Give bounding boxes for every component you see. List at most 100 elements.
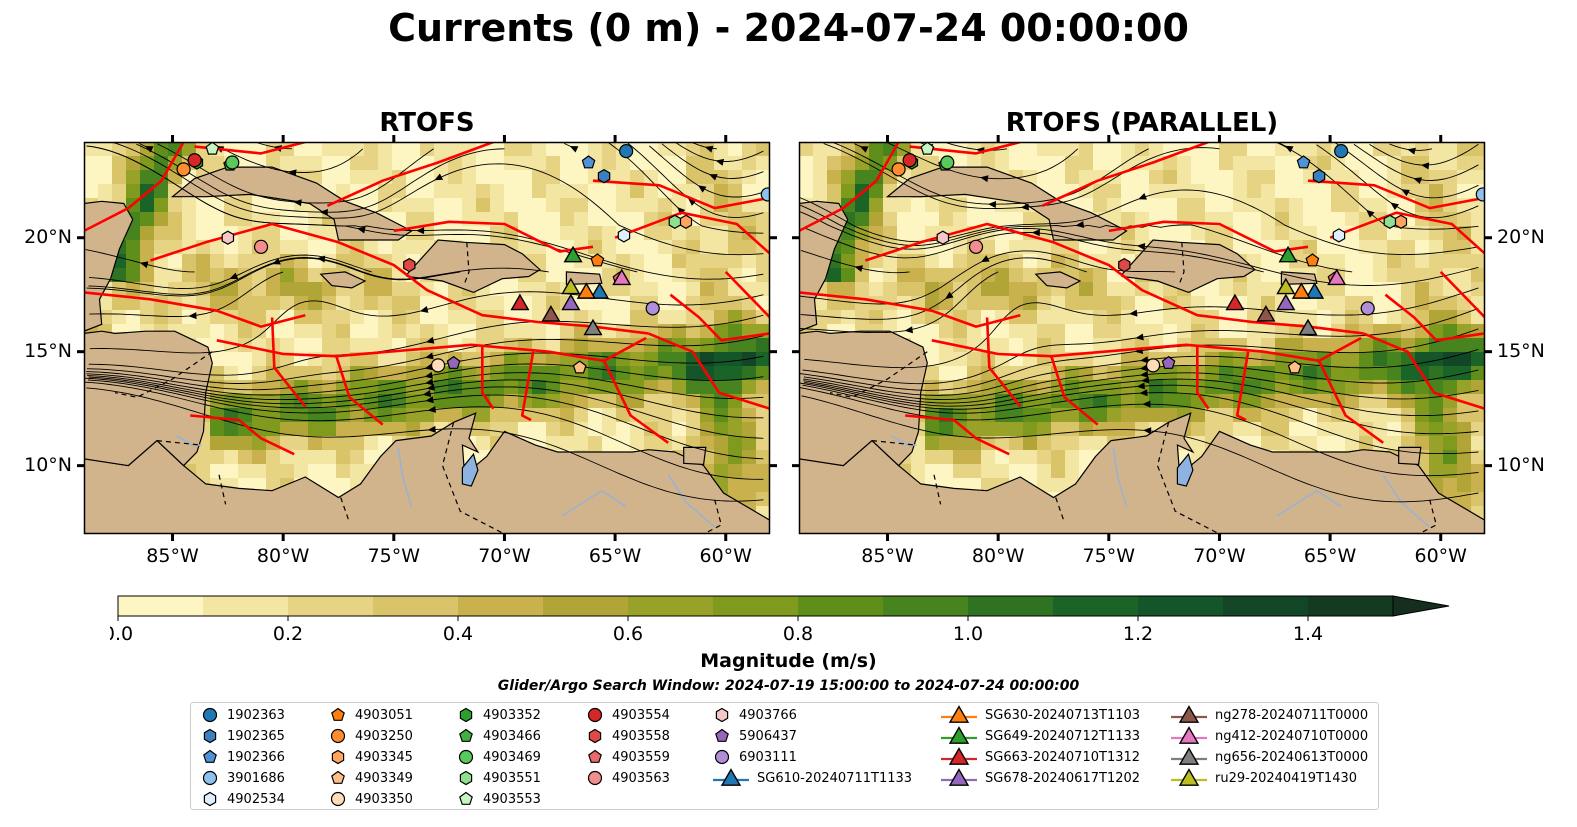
streamline-arrow [987, 200, 997, 208]
streamline-arrow [1140, 356, 1149, 364]
eez-boundary [1439, 270, 1485, 319]
obs-4903349[interactable] [572, 360, 587, 374]
obs-4903558[interactable] [1118, 257, 1131, 273]
obs-4903558[interactable] [403, 257, 416, 273]
obs-3901686[interactable] [1475, 187, 1489, 202]
legend-label: 4903350 [355, 791, 413, 807]
obs-4903051[interactable] [590, 253, 605, 267]
search-window-text: Glider/Argo Search Window: 2024-07-19 15… [497, 678, 1080, 694]
streamline-arrow [1420, 162, 1430, 170]
legend-pentagon-marker-icon [588, 749, 602, 763]
obs-ng656-20240613T0000[interactable] [583, 318, 603, 336]
eez-boundary [669, 293, 770, 342]
eez-boundary [905, 414, 1010, 456]
legend-hexagon-marker-icon [331, 749, 345, 765]
obs-1902363[interactable] [619, 144, 634, 159]
obs-5906437[interactable] [1161, 355, 1176, 369]
eez-boundary [84, 142, 185, 233]
obs-4903051[interactable] [1305, 253, 1320, 267]
obs-SG649-20240712T1133[interactable] [1278, 245, 1298, 263]
streamline [800, 204, 1353, 273]
obs-4903469[interactable] [225, 155, 240, 170]
legend-label: SG630-20240713T1103 [985, 707, 1141, 723]
obs-4903349[interactable] [1287, 360, 1302, 374]
obs-1902363[interactable] [1334, 144, 1349, 159]
streamline-arrow [425, 396, 434, 404]
obs-ru29-20240419T1430[interactable] [561, 277, 581, 295]
obs-SG630-20240713T1103[interactable] [576, 282, 596, 299]
streamline-arrow [357, 226, 366, 234]
obs-4903563[interactable] [253, 239, 269, 254]
obs-1902366[interactable] [1296, 155, 1311, 169]
obs-4902534[interactable] [1332, 228, 1346, 243]
obs-4903553[interactable] [205, 142, 220, 155]
obs-ng278-20240711T0000[interactable] [1256, 305, 1276, 322]
obs-4903563[interactable] [968, 239, 984, 254]
legend-triangle-marker-icon [713, 768, 749, 786]
eez-boundary [592, 179, 764, 210]
legend-pentagon-marker-icon [331, 770, 345, 784]
map-frame [83, 141, 771, 535]
legend-label: 4903553 [483, 791, 541, 807]
obs-1902365[interactable] [1312, 169, 1326, 184]
legend-item: ng278-20240711T0000 [1169, 705, 1368, 725]
obs-6903111[interactable] [1360, 301, 1375, 316]
streamline-arrow [1129, 309, 1138, 317]
obs-SG678-20240617T1202[interactable] [1276, 293, 1296, 311]
streamline [804, 378, 1479, 417]
obs-ng656-20240613T0000[interactable] [1298, 318, 1318, 336]
obs-4903345[interactable] [679, 214, 693, 229]
obs-4903551[interactable] [668, 214, 682, 229]
obs-1902366[interactable] [581, 155, 596, 169]
streamline [1334, 142, 1479, 199]
obs-ru29-20240419T1430[interactable] [1276, 277, 1296, 295]
obs-4903345[interactable] [1394, 214, 1408, 229]
border-3 [1055, 497, 1066, 523]
obs-4902534[interactable] [617, 228, 631, 243]
eez-boundary [602, 360, 669, 444]
obs-SG649-20240712T1133[interactable] [563, 245, 583, 263]
obs-SG663-20240710T1312[interactable] [510, 293, 530, 311]
streamline-arrow [1020, 203, 1029, 211]
legend-item: 6903111 [711, 747, 797, 767]
legend-label: 4902534 [227, 791, 285, 807]
obs-4903551[interactable] [1383, 214, 1397, 229]
obs-4903554[interactable] [902, 153, 917, 168]
obs-4903469[interactable] [940, 155, 955, 170]
obs-SG663-20240710T1312[interactable] [1225, 293, 1245, 311]
legend-circle-marker-icon [587, 770, 603, 786]
obs-4903553[interactable] [920, 142, 935, 155]
streamline-arrow [293, 199, 302, 207]
obs-4903766[interactable] [221, 230, 235, 245]
obs-4903350[interactable] [430, 358, 446, 373]
obs-ng278-20240711T0000[interactable] [541, 305, 561, 322]
lon-tick-label-right: 80°W [971, 545, 1025, 567]
obs-SG610-20240711T1133[interactable] [590, 282, 610, 299]
obs-SG630-20240713T1103[interactable] [1291, 282, 1311, 299]
streamline-arrow [425, 352, 434, 360]
obs-3901686[interactable] [760, 187, 774, 202]
legend-label: 4903559 [612, 749, 670, 765]
obs-5906437[interactable] [446, 355, 461, 369]
obs-1902365[interactable] [597, 169, 611, 184]
obs-4903350[interactable] [1145, 358, 1161, 373]
eez-boundary [1196, 344, 1210, 410]
obs-4903766[interactable] [936, 230, 950, 245]
obs-ng412-20240710T0000[interactable] [1327, 268, 1347, 286]
obs-4903554[interactable] [187, 153, 202, 168]
eez-boundary [864, 222, 1364, 335]
obs-4903250[interactable] [176, 162, 191, 177]
obs-SG678-20240617T1202[interactable] [561, 293, 581, 311]
legend-circle-marker-icon [714, 749, 730, 765]
obs-4903250[interactable] [891, 162, 906, 177]
obs-SG610-20240711T1133[interactable] [1305, 282, 1325, 299]
colorbar-segment [883, 596, 969, 616]
obs-ng412-20240710T0000[interactable] [612, 268, 632, 286]
streamline [86, 335, 764, 384]
streamline-arrow [980, 255, 990, 263]
streamline-arrow [697, 185, 707, 193]
border-6 [1179, 242, 1185, 284]
eez-boundary [799, 142, 900, 233]
colorbar: 0.0 0.2 0.4 0.6 0.8 1.0 1.2 1.4 [110, 595, 1450, 645]
obs-6903111[interactable] [645, 301, 660, 316]
